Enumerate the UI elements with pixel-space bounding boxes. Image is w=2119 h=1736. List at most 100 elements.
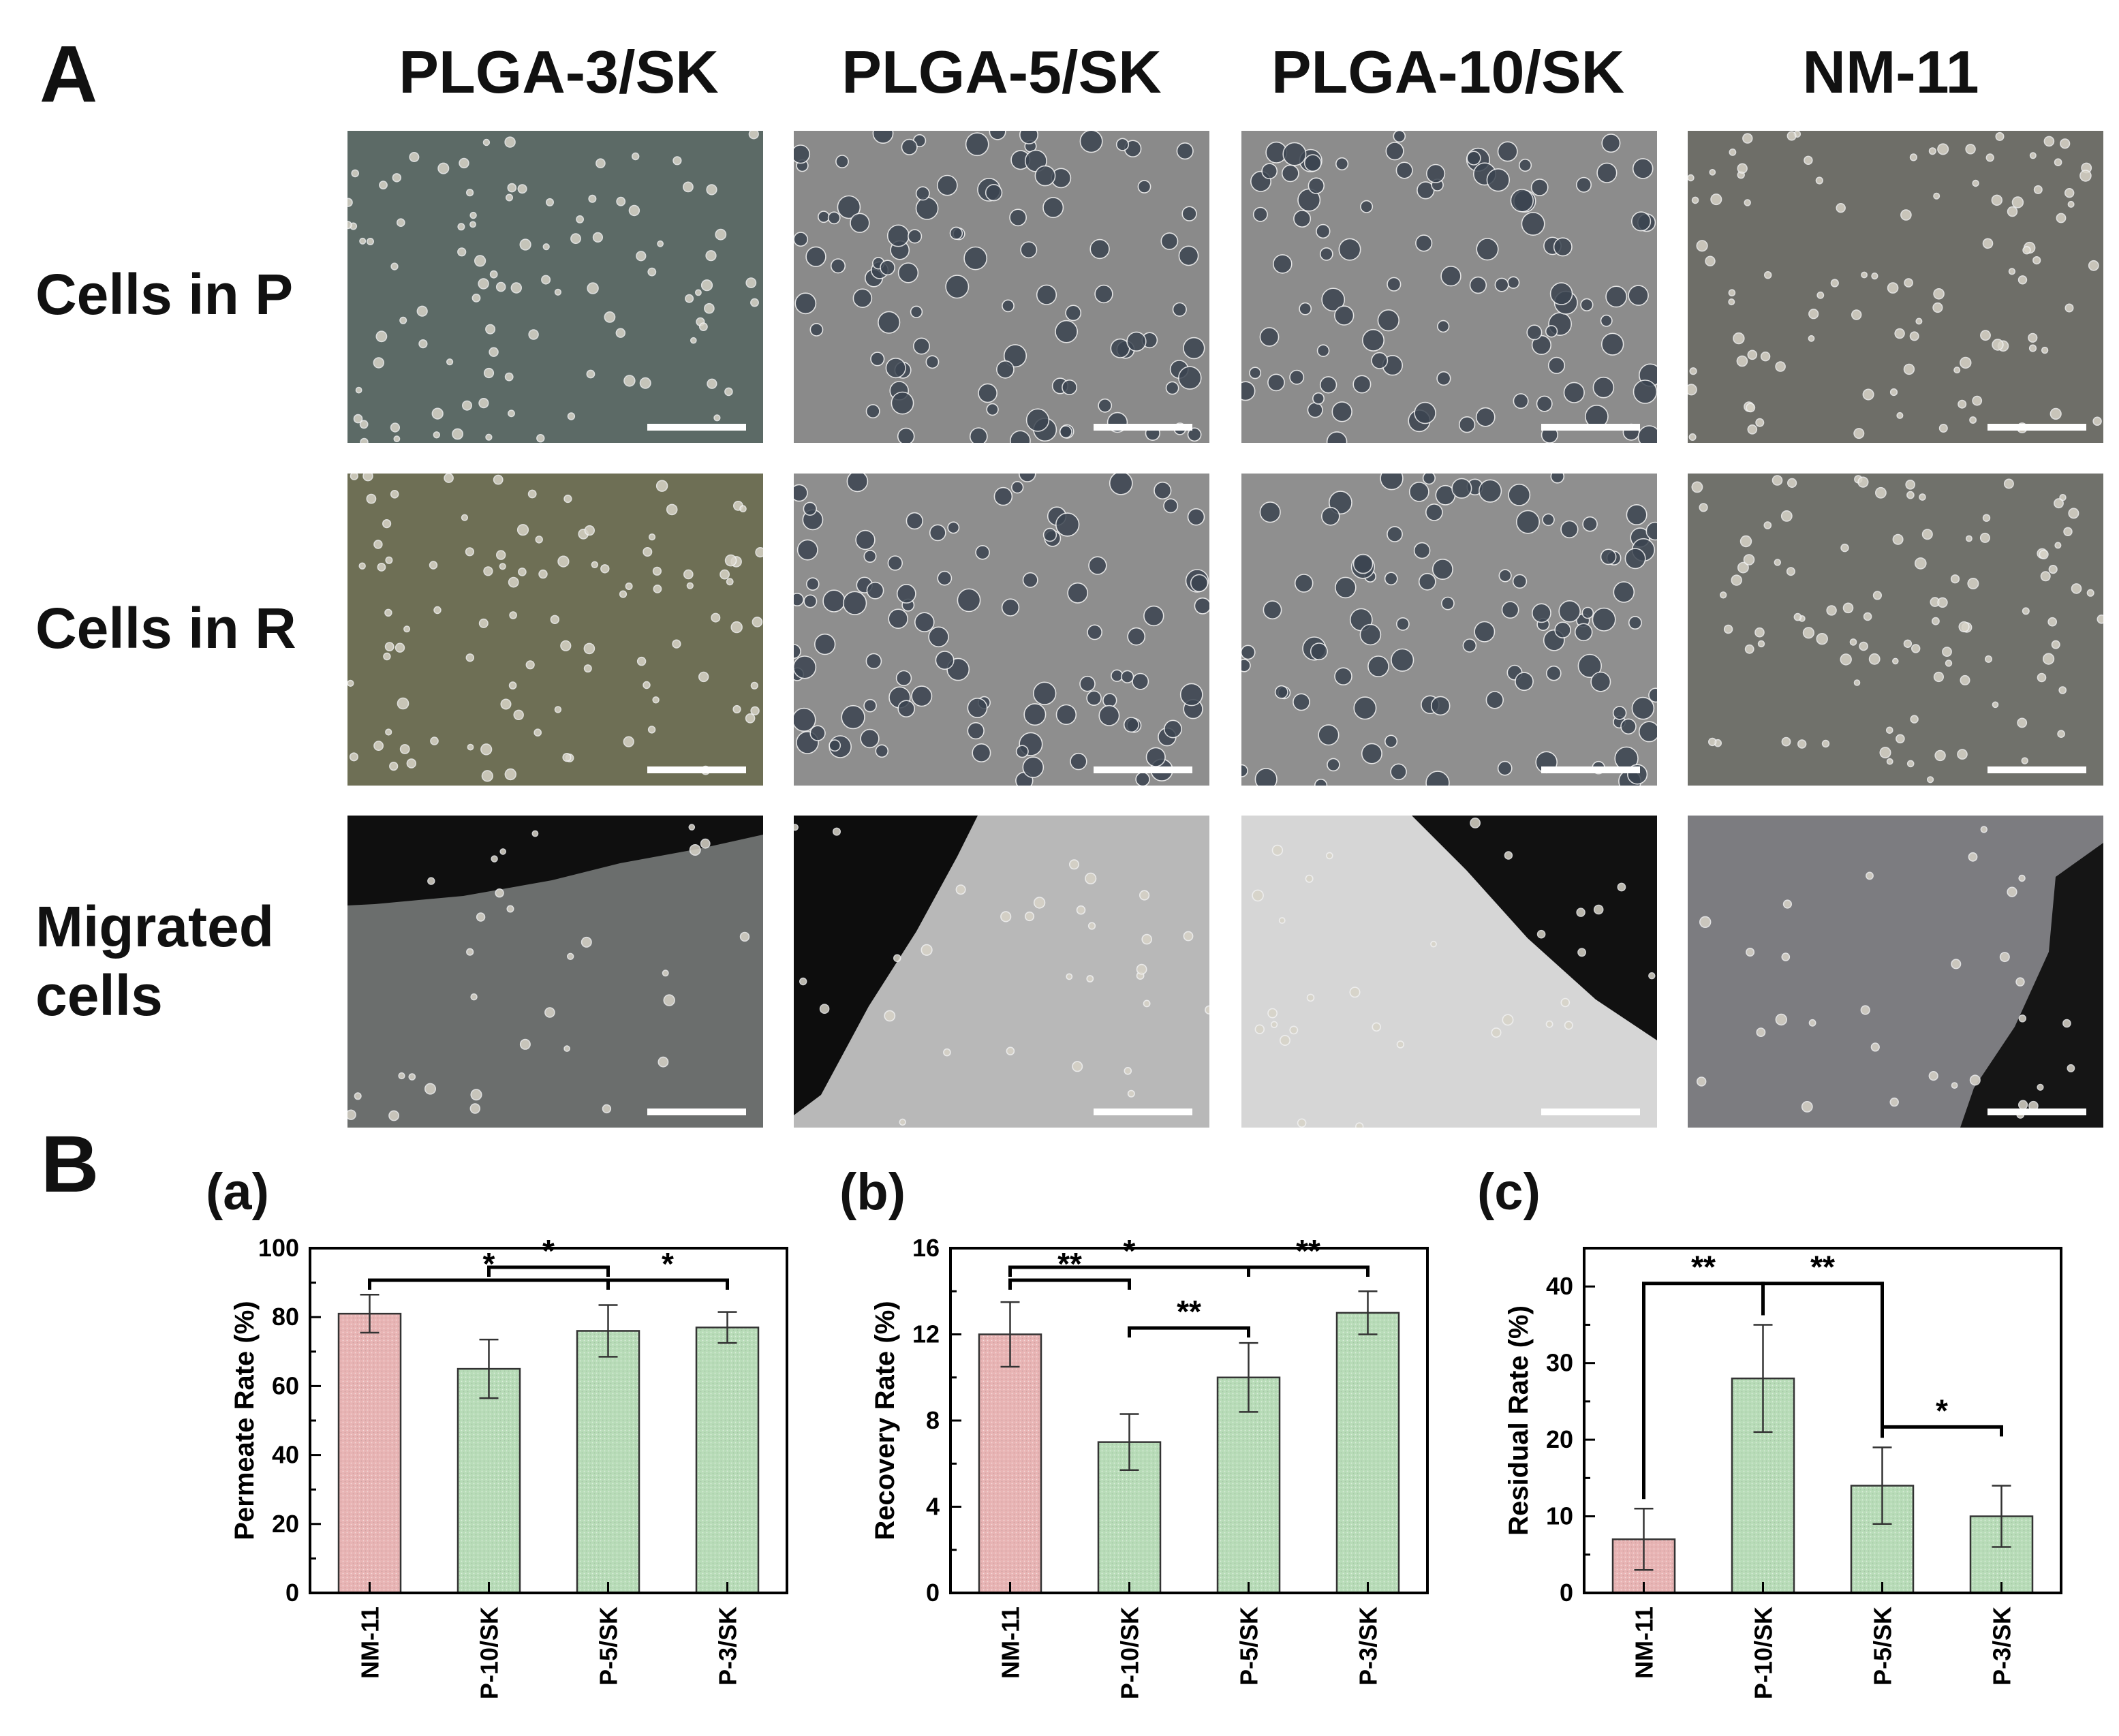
x-tick-label: P-10/SK [1750,1607,1778,1699]
error-bar [1358,1290,1378,1335]
y-tick-label: 20 [272,1510,299,1538]
error-bar [1634,1508,1654,1571]
y-tick-label: 40 [272,1441,299,1469]
micrograph-image [347,474,763,786]
y-tick-label: 4 [926,1493,940,1521]
significance-label: ** [1810,1250,1835,1285]
x-tick-label: P-3/SK [1355,1607,1382,1686]
error-bar [598,1304,618,1358]
micrograph-image [794,816,1209,1128]
significance-marker: * [487,1233,610,1277]
error-bar [360,1294,380,1334]
error-bar [1872,1446,1892,1525]
x-tick-label: NM-11 [356,1607,384,1679]
y-tick-label: 0 [926,1579,940,1607]
row-label-line: Cells in P [35,262,294,326]
x-tick-label: P-5/SK [1869,1607,1897,1686]
y-axis-label: Recovery Rate (%) [870,1301,900,1540]
significance-label: * [1936,1393,1948,1428]
y-tick-label: 8 [926,1406,940,1434]
x-tick-label: NM-11 [997,1607,1025,1679]
x-tick-label: P-3/SK [714,1607,742,1686]
y-tick-label: 0 [1560,1579,1573,1607]
chart-b-sublabel: (b) [839,1163,906,1221]
row-label-line: Migrated [35,895,275,959]
y-tick-label: 60 [272,1371,299,1399]
y-axis-label: Residual Rate (%) [1504,1305,1534,1536]
bar-nm-11 [337,1312,402,1594]
error-bar [1119,1413,1139,1471]
error-bar [717,1311,737,1344]
row-label-cells-in-p: Cells in P [35,260,293,329]
row-label-migrated-cells: Migrated cells [35,893,274,1030]
y-tick-label: 16 [912,1234,940,1262]
micrograph-image [794,474,1209,786]
column-header-plga-10-sk: PLGA-10/SK [1271,38,1625,106]
significance-marker: * [606,1246,729,1290]
chart-c-sublabel: (c) [1477,1163,1541,1221]
bar-p-5-sk [1216,1376,1281,1594]
bar-nm-11 [978,1333,1042,1594]
significance-label: ** [1177,1294,1201,1329]
bar-p-3-sk [1335,1312,1400,1594]
significance-marker: ** [1761,1250,1884,1438]
significance-marker: ** [1128,1294,1250,1338]
y-tick-label: 0 [285,1579,299,1607]
column-header-plga-3-sk: PLGA-3/SK [399,38,719,106]
error-bar [1000,1301,1020,1368]
significance-label: ** [1057,1246,1082,1282]
bar-p-10-sk [457,1367,521,1594]
significance-label: * [483,1246,495,1282]
x-tick-label: P-10/SK [476,1607,504,1699]
micrograph-image [794,131,1209,443]
y-tick-label: 40 [1546,1272,1573,1300]
micrograph-image [347,131,763,443]
chart-c: 0 10 20 30 40 NM-11 P-10/SK P-5/SK P-3/SK Residua… [1485,1213,2078,1736]
column-header-nm-11: NM-11 [1802,38,1979,106]
significance-label: * [1124,1233,1136,1269]
error-bar [1239,1342,1258,1413]
significance-label: * [542,1233,555,1269]
plot-frame [1583,1247,2062,1594]
y-tick-label: 80 [272,1303,299,1331]
significance-label: * [662,1246,674,1282]
x-tick-label: P-5/SK [1235,1607,1263,1686]
x-tick-label: P-5/SK [595,1607,623,1686]
significance-marker: * [1881,1393,2003,1437]
column-header-plga-5-sk: PLGA-5/SK [841,38,1162,106]
bar-p-5-sk [576,1330,640,1594]
panel-b-label: B [41,1119,99,1209]
micrograph-image [1688,131,2103,443]
row-label-line: Cells in R [35,596,296,660]
y-tick-label: 20 [1546,1425,1573,1453]
y-tick-label: 100 [258,1234,299,1262]
y-tick-label: 12 [912,1320,940,1348]
error-bar [479,1338,499,1399]
bar-p-3-sk [695,1327,760,1594]
micrograph-image [347,816,763,1128]
row-label-line: cells [35,963,163,1027]
significance-label: ** [1296,1233,1320,1269]
error-bar [1992,1485,2011,1548]
micrograph-image [1688,474,2103,786]
micrograph-image [1688,816,2103,1128]
x-tick-label: P-10/SK [1116,1607,1144,1699]
error-bar [1753,1324,1773,1433]
micrograph-image [1241,816,1657,1128]
significance-marker: ** [1008,1246,1131,1290]
significance-label: ** [1691,1250,1716,1285]
chart-a: 0 20 40 60 80 100 NM-11 P-10/SK P-5/SK P-3/SK Perm… [211,1213,804,1736]
micrograph-image [1241,474,1657,786]
y-tick-label: 10 [1546,1502,1573,1530]
significance-marker: * [1008,1233,1250,1277]
row-label-cells-in-r: Cells in R [35,594,296,663]
x-tick-label: P-3/SK [1988,1607,2016,1686]
significance-marker: ** [1247,1233,1370,1277]
chart-b: 0 4 8 12 16 NM-11 P-10/SK P-5/SK P-3/SK Recovery … [852,1213,1444,1736]
y-axis-label: Permeate Rate (%) [230,1301,260,1540]
micrograph-image [1241,131,1657,443]
y-tick-label: 30 [1546,1349,1573,1377]
chart-a-sublabel: (a) [206,1163,269,1221]
panel-a-label: A [40,29,98,119]
x-tick-label: NM-11 [1630,1607,1658,1679]
